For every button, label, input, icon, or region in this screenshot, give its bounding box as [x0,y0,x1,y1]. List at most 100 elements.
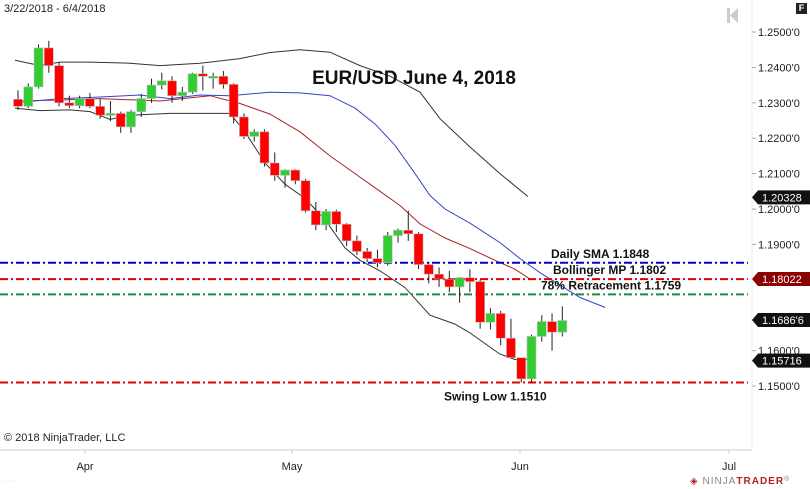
chart-title: EUR/USD June 4, 2018 [312,68,516,89]
candle [228,83,239,124]
moving-average-red [14,95,531,280]
candle [485,308,496,330]
horizontal-line-label: 78% Retracement 1.1759 [541,278,681,292]
x-tick-label: Jun [511,461,529,473]
y-tick-label: 1.2200'0 [758,133,800,145]
candle [177,86,188,102]
y-tick-label: 1.2400'0 [758,62,800,74]
y-tick-label: 1.2500'0 [758,27,800,39]
candle [74,95,85,109]
candle [44,40,54,73]
candle [321,209,331,231]
y-tick-label: 1.2300'0 [758,98,800,110]
ninjatrader-logo: ◈ NINJATRADER® [690,476,790,487]
candle [198,65,208,91]
candle [403,210,414,241]
bollinger-upper-band [14,49,529,197]
candle [156,72,167,90]
x-tick-label: May [282,461,303,473]
y-axis: 1.2500'0 1.2400'0 1.2300'0 1.2200'0 1.2100'0… [752,27,800,393]
horizontal-line-label: Daily SMA 1.1848 [551,247,650,261]
x-axis: Apr May Jun Jul [76,450,736,473]
candle [33,44,44,89]
candle [218,70,229,89]
y-tick-label: 1.1500'0 [758,381,800,393]
f-button[interactable]: F [796,3,807,14]
candle [526,334,537,383]
logo-prefix: NINJA [702,476,737,487]
plot-frame [0,0,753,451]
candle [64,95,75,109]
candle [516,357,527,383]
candle [208,72,218,89]
candle [506,318,516,358]
candle [536,315,547,342]
candles [13,40,568,383]
logo-icon: ◈ [690,476,699,487]
candle [444,270,455,293]
candle [239,113,249,139]
candle [434,267,444,287]
candle [23,83,34,109]
y-tick-label: 1.1900'0 [758,239,800,251]
svg-text:1.18022: 1.18022 [762,274,802,286]
candle [382,232,393,266]
candle [54,62,64,107]
x-tick-label: Jul [722,461,736,473]
candle [557,306,568,337]
candle [352,235,362,256]
copyright: © 2018 NinjaTrader, LLC [4,432,126,444]
candle [495,310,506,346]
candle [115,111,126,133]
candle [187,72,198,94]
candle [249,129,260,142]
candle [126,109,136,133]
candle [475,279,485,329]
candle [280,169,290,188]
candle [146,78,157,103]
candle [95,99,105,119]
y-tick-label: 1.2100'0 [758,169,800,181]
price-label: 1.18022 [752,272,810,287]
candle [372,249,383,268]
logo-mark: ® [784,476,791,483]
candle [269,152,280,181]
horizontal-line-label: Bollinger MP 1.1802 [553,263,666,277]
candle [413,232,424,270]
price-labels: 1.20328 1.18022 1.1686'6 1.15716 [752,190,810,368]
svg-text:1.15716: 1.15716 [762,356,802,368]
date-range: 3/22/2018 - 6/4/2018 [4,3,106,15]
candle [362,247,372,263]
price-label: 1.1686'6 [752,312,810,327]
candle [465,269,475,293]
bollinger-lower-band [14,107,528,360]
candle [454,276,465,303]
y-tick-label: 1.2000'0 [758,204,800,216]
moving-average-blue [14,91,606,308]
candle [393,228,403,243]
candle [85,92,95,109]
candle [13,90,23,110]
candle [290,169,301,185]
svg-text:1.1686'6: 1.1686'6 [762,315,804,327]
horizontal-line-label: Swing Low 1.1510 [444,389,547,403]
candle [300,178,311,213]
svg-text:1.20328: 1.20328 [762,192,802,204]
candle [167,76,177,103]
logo-brand: TRADER [736,476,785,487]
price-label: 1.20328 [752,190,810,205]
candle [311,201,321,231]
candle [136,93,147,117]
candle [259,129,270,167]
price-label: 1.15716 [752,353,810,368]
scroll-to-start-icon[interactable] [727,8,738,23]
x-tick-label: Apr [76,461,93,473]
version-text: ····· [3,478,15,485]
candle [341,223,352,247]
candle [423,262,434,284]
candle [331,209,342,233]
candle [105,101,116,122]
candle [547,313,557,351]
